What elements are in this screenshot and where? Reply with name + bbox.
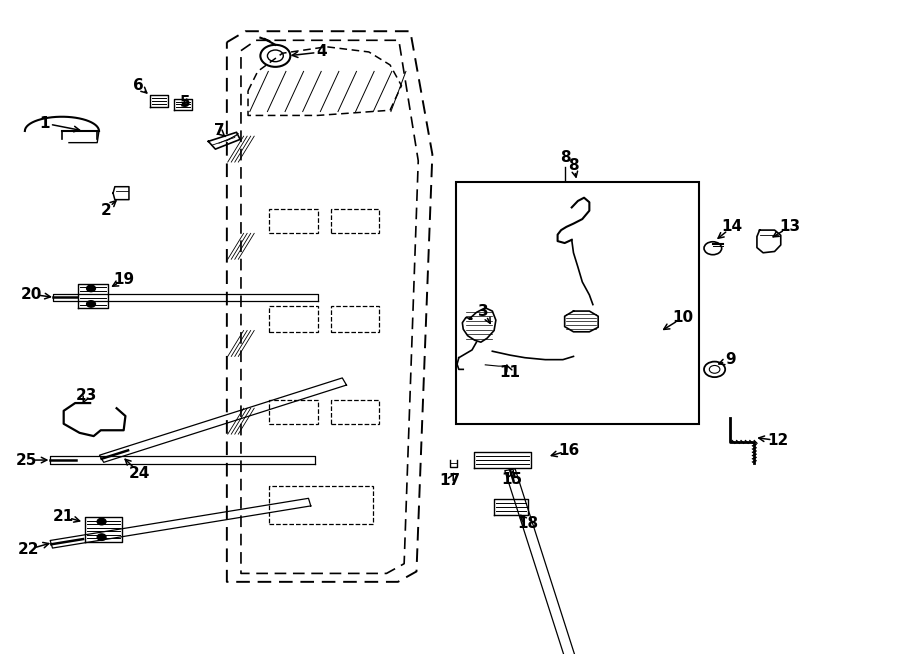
Text: 18: 18 [518,516,538,531]
Text: 13: 13 [779,219,800,235]
Text: 10: 10 [672,310,693,325]
Text: 3: 3 [478,303,489,319]
Text: 21: 21 [53,509,75,524]
Text: 23: 23 [76,388,97,403]
Text: 7: 7 [213,124,224,139]
Bar [331,306,380,332]
Bar [331,400,380,424]
Bar [269,306,318,332]
Text: 16: 16 [558,443,580,458]
Text: 15: 15 [501,472,522,487]
Text: 12: 12 [768,433,788,448]
Bar [269,400,318,424]
Circle shape [86,285,95,292]
Text: 11: 11 [500,365,520,380]
Text: 5: 5 [180,95,191,110]
Bar [331,209,380,233]
Text: 8: 8 [560,149,571,165]
Text: 25: 25 [16,453,37,467]
Bar [269,209,318,233]
Text: 24: 24 [129,465,150,481]
Text: 4: 4 [317,44,328,59]
Text: 6: 6 [133,78,144,93]
Text: 1: 1 [39,116,50,131]
Circle shape [97,534,106,541]
Text: 14: 14 [722,219,742,235]
Text: 9: 9 [725,352,736,367]
Text: 22: 22 [18,542,40,557]
Circle shape [86,301,95,307]
Text: 2: 2 [101,202,112,217]
Circle shape [97,518,106,525]
Text: 17: 17 [439,473,461,488]
Bar [456,182,698,424]
Text: 20: 20 [21,287,41,301]
Text: 8: 8 [568,158,579,173]
Bar [269,486,373,524]
Text: 19: 19 [113,272,134,288]
